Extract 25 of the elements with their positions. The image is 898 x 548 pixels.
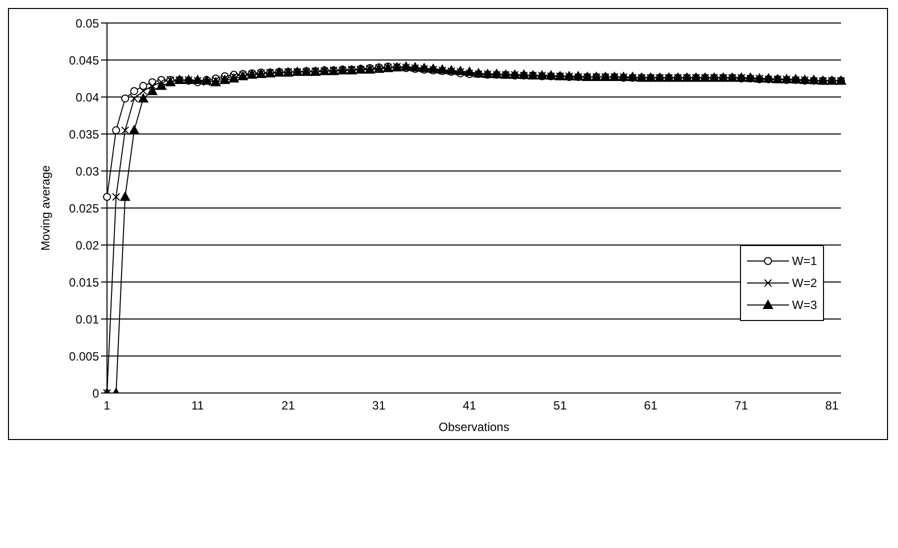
y-tick-label: 0.02 [76, 238, 100, 252]
x-tick-label: 71 [734, 398, 748, 413]
x-tick-label: 61 [644, 398, 658, 413]
y-axis-title: Moving average [38, 164, 52, 251]
x-axis-title: Observations [438, 420, 510, 434]
x-tick-label: 31 [372, 398, 386, 413]
y-tick-label: 0.005 [68, 349, 100, 364]
legend-label: W=2 [792, 276, 818, 290]
y-tick-label: 0.05 [76, 16, 100, 30]
y-tick-label: 0.025 [68, 201, 100, 216]
x-tick-label: 81 [825, 398, 839, 413]
legend-label: W=3 [792, 298, 818, 312]
y-tick-label: 0.035 [68, 127, 100, 142]
legend-label: W=1 [792, 254, 818, 268]
x-tick-label: 11 [191, 398, 204, 413]
y-tick-label: 0 [92, 386, 100, 400]
x-tick-label: 41 [462, 398, 476, 413]
x-tick-label: 1 [104, 398, 111, 413]
y-tick-label: 0.03 [76, 164, 100, 178]
y-tick-label: 0.015 [68, 275, 100, 290]
y-tick-label: 0.01 [76, 312, 100, 326]
y-tick-label: 0.045 [68, 53, 100, 68]
x-tick-label: 21 [282, 398, 296, 413]
y-tick-label: 0.04 [76, 90, 100, 104]
x-tick-label: 51 [553, 398, 568, 413]
